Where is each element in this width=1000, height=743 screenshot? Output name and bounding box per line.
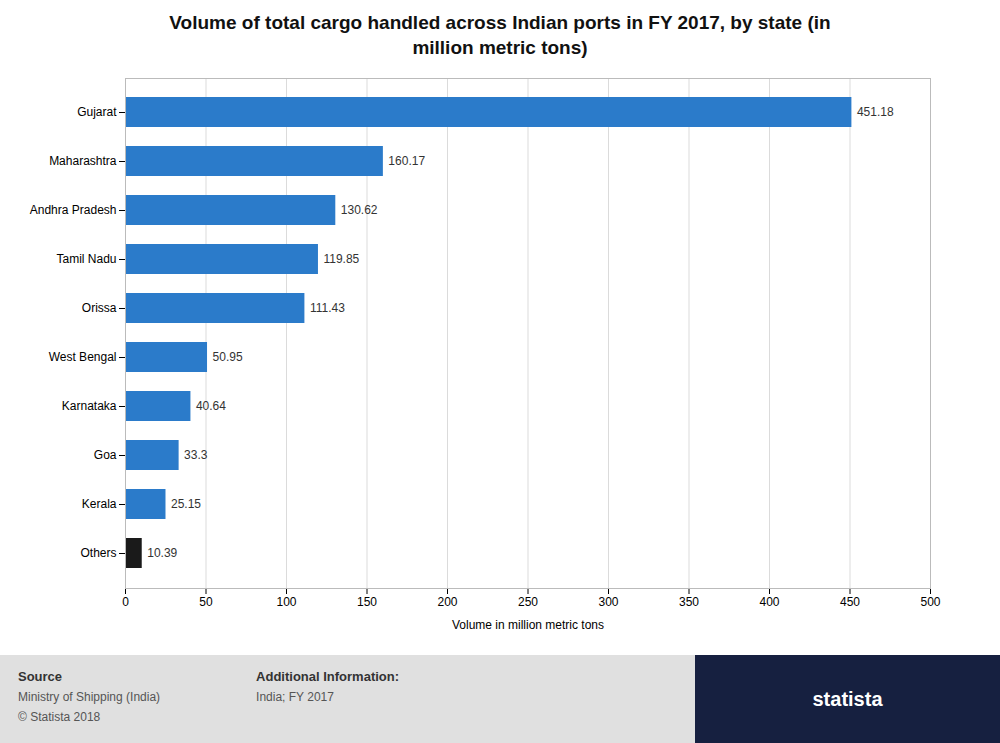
svg-text:100: 100	[276, 595, 296, 609]
svg-text:Tamil Nadu: Tamil Nadu	[56, 252, 116, 266]
svg-text:451.18: 451.18	[857, 105, 894, 119]
svg-text:Andhra Pradesh: Andhra Pradesh	[30, 203, 117, 217]
svg-text:500: 500	[920, 595, 940, 609]
svg-text:10.39: 10.39	[147, 546, 177, 560]
svg-text:Orissa: Orissa	[82, 301, 117, 315]
svg-text:50: 50	[199, 595, 213, 609]
html-text:Ministry of Shipping (India): Ministry of Shipping (India)	[18, 690, 161, 704]
svg-text:Goa: Goa	[94, 448, 117, 462]
svg-text:200: 200	[437, 595, 457, 609]
svg-text:130.62: 130.62	[341, 203, 378, 217]
html-text:million metric tons): million metric tons)	[412, 37, 588, 58]
svg-text:119.85: 119.85	[323, 252, 359, 266]
svg-text:Others: Others	[80, 546, 116, 560]
svg-text:Volume in million metric tons: Volume in million metric tons	[452, 618, 604, 632]
svg-text:Maharashtra: Maharashtra	[49, 154, 117, 168]
svg-text:400: 400	[759, 595, 779, 609]
svg-text:Gujarat: Gujarat	[77, 105, 117, 119]
svg-text:25.15: 25.15	[171, 497, 201, 511]
svg-text:Kerala: Kerala	[82, 497, 117, 511]
svg-text:111.43: 111.43	[310, 301, 345, 315]
html-text:Additional Information:: Additional Information:	[256, 669, 399, 684]
svg-text:50.95: 50.95	[213, 350, 243, 364]
svg-text:33.3: 33.3	[184, 448, 208, 462]
svg-text:0: 0	[122, 595, 129, 609]
svg-text:450: 450	[840, 595, 860, 609]
svg-text:160.17: 160.17	[388, 154, 425, 168]
svg-text:West Bengal: West Bengal	[49, 350, 117, 364]
svg-text:40.64: 40.64	[196, 399, 226, 413]
svg-text:150: 150	[357, 595, 377, 609]
svg-text:350: 350	[679, 595, 699, 609]
html-text:India; FY 2017: India; FY 2017	[256, 690, 334, 704]
html-text:statista: statista	[812, 687, 883, 710]
svg-text:250: 250	[518, 595, 538, 609]
html-text:© Statista 2018: © Statista 2018	[18, 710, 101, 724]
svg-text:Karnataka: Karnataka	[62, 399, 117, 413]
html-text:Volume of total cargo handled: Volume of total cargo handled across Ind…	[169, 12, 831, 33]
html-text:Source: Source	[18, 669, 63, 684]
svg-text:300: 300	[598, 595, 618, 609]
